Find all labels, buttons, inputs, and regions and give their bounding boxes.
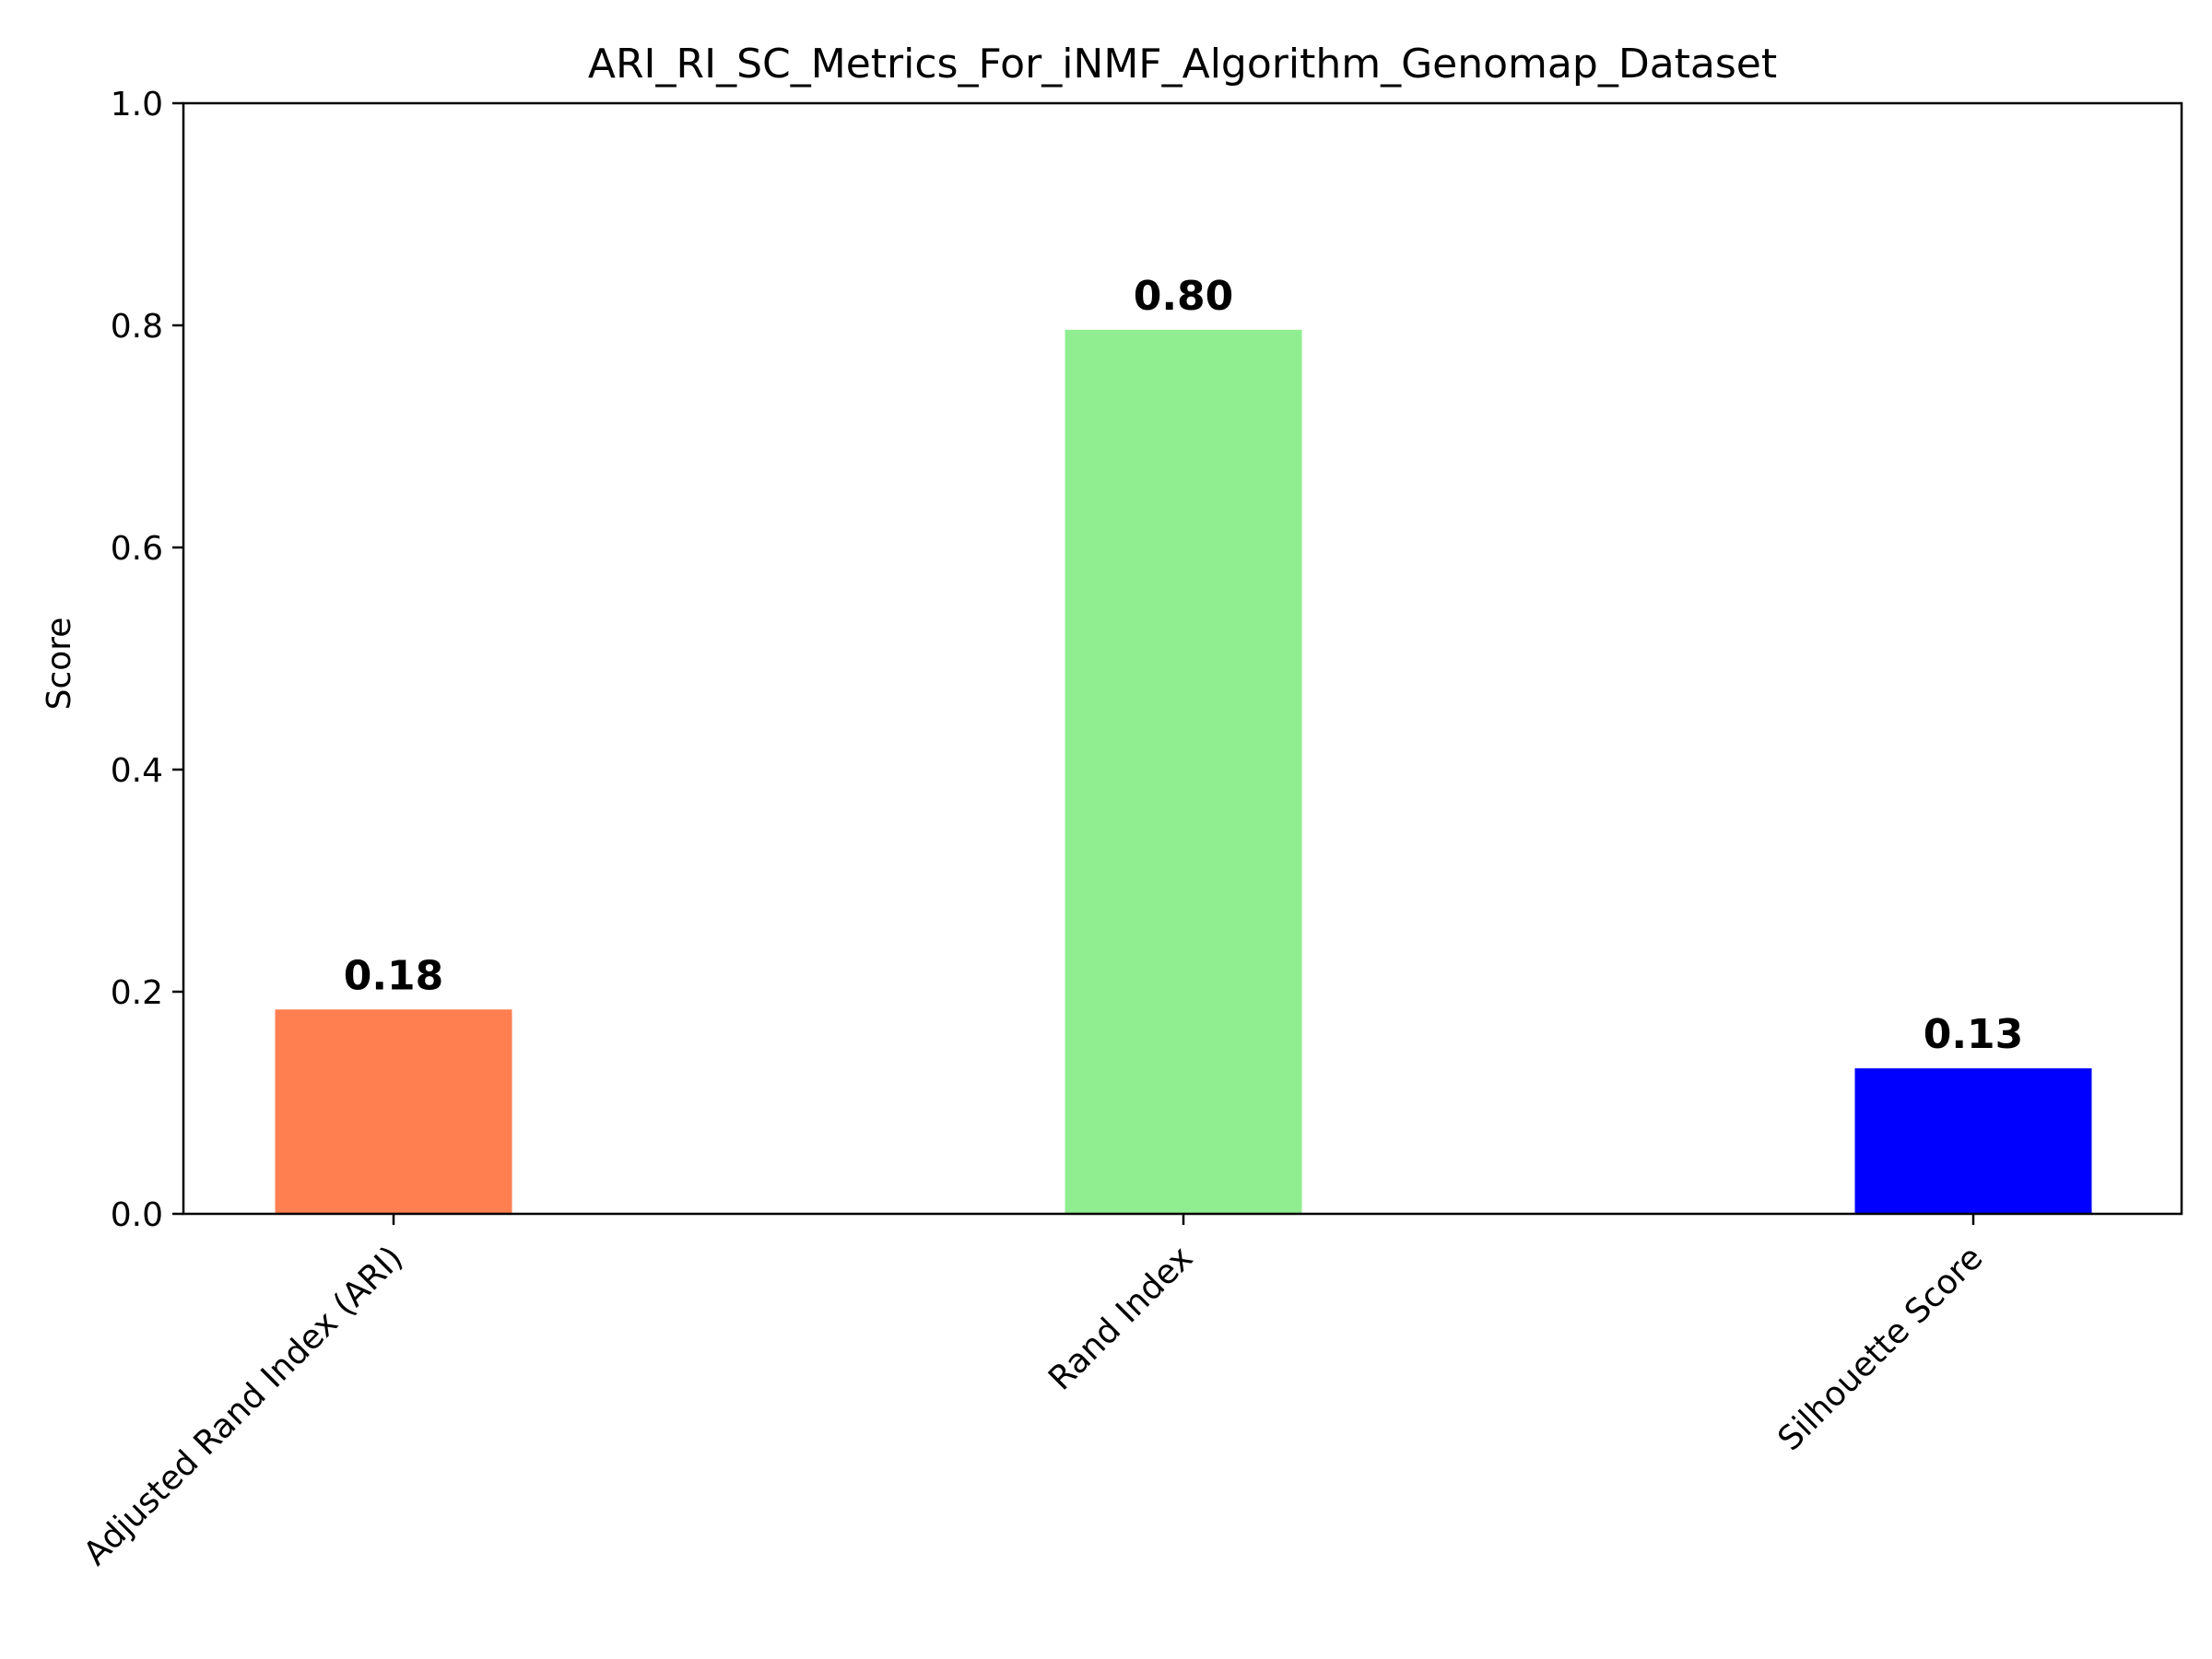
y-tick-label-6: 1.0 bbox=[111, 86, 163, 124]
y-tick-label-5: 0.8 bbox=[111, 308, 163, 346]
y-tick-label-3: 0.4 bbox=[111, 752, 163, 790]
x-tick-label-1: Adjusted Rand Index (ARI) bbox=[76, 1239, 410, 1572]
bar-value-label-2: 0.80 bbox=[1134, 273, 1234, 320]
bar-value-labels: 0.18 0.80 0.13 bbox=[344, 273, 2024, 1058]
bar-value-label-3: 0.13 bbox=[1924, 1011, 2024, 1058]
y-tick-label-4: 0.6 bbox=[111, 530, 163, 568]
x-tick-label-2: Rand Index bbox=[1041, 1239, 1200, 1397]
chart-title: ARI_RI_SC_Metrics_For_iNMF_Algorithm_Gen… bbox=[588, 41, 1777, 88]
x-tick-label-3: Silhouette Score bbox=[1771, 1239, 1991, 1458]
bar-3 bbox=[1854, 1068, 2092, 1214]
y-axis-ticks: 0.0 0.2 0.4 0.6 0.8 1.0 bbox=[111, 86, 183, 1234]
bar-1 bbox=[275, 1009, 512, 1214]
bars-group bbox=[275, 329, 2092, 1214]
bar-2 bbox=[1065, 329, 1302, 1214]
y-axis-label: Score bbox=[41, 618, 78, 711]
y-tick-label-1: 0.0 bbox=[111, 1196, 163, 1234]
y-tick-label-2: 0.2 bbox=[111, 974, 163, 1012]
bar-value-label-1: 0.18 bbox=[344, 952, 444, 999]
x-axis-ticks: Adjusted Rand Index (ARI) Rand Index Silho… bbox=[76, 1214, 1990, 1573]
plot-frame bbox=[182, 101, 2183, 1216]
